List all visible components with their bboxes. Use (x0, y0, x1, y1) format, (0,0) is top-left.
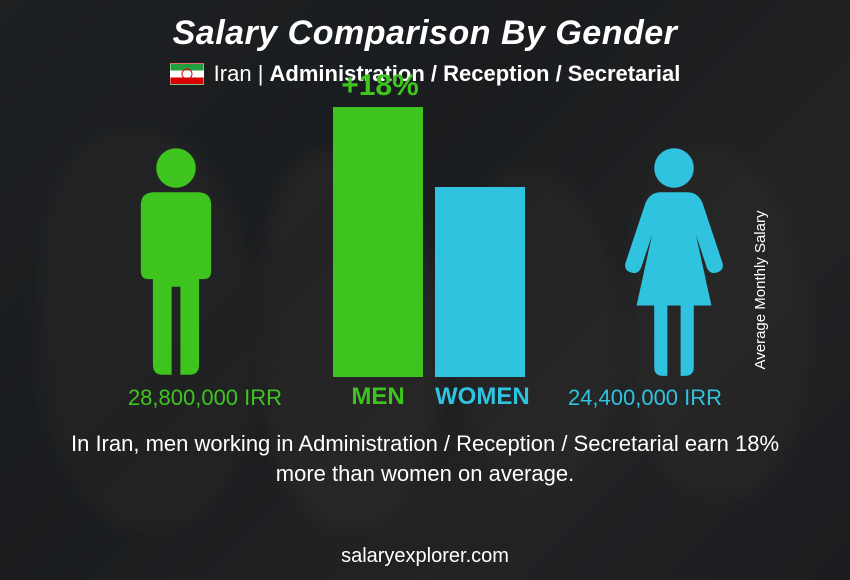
y-axis-label: Average Monthly Salary (752, 211, 769, 370)
subtitle-category: Administration / Reception / Secretarial (270, 61, 681, 86)
caption-text: In Iran, men working in Administration /… (0, 429, 850, 488)
chart-area: +18% MEN WOMEN 28,80 (65, 95, 785, 435)
amount-women: 24,400,000 IRR (535, 385, 755, 411)
page-title: Salary Comparison By Gender (0, 0, 850, 53)
amount-men: 28,800,000 IRR (95, 385, 315, 411)
subtitle: Iran | Administration / Reception / Secr… (0, 61, 850, 87)
bar-men-fill (333, 107, 423, 377)
bar-women (435, 187, 525, 377)
percent-difference-label: +18% (335, 69, 425, 103)
subtitle-sep: | (252, 61, 270, 86)
footer-attribution: salaryexplorer.com (0, 545, 850, 568)
bar-women-fill (435, 187, 525, 377)
male-person-icon (121, 146, 231, 377)
bar-label-women: WOMEN (435, 383, 545, 411)
female-person-icon (619, 146, 729, 377)
bar-men (333, 107, 423, 377)
bar-label-men: MEN (333, 383, 423, 411)
subtitle-country: Iran (214, 61, 252, 86)
infographic-container: Salary Comparison By Gender Iran | Admin… (0, 0, 850, 580)
iran-flag-icon (170, 63, 204, 85)
